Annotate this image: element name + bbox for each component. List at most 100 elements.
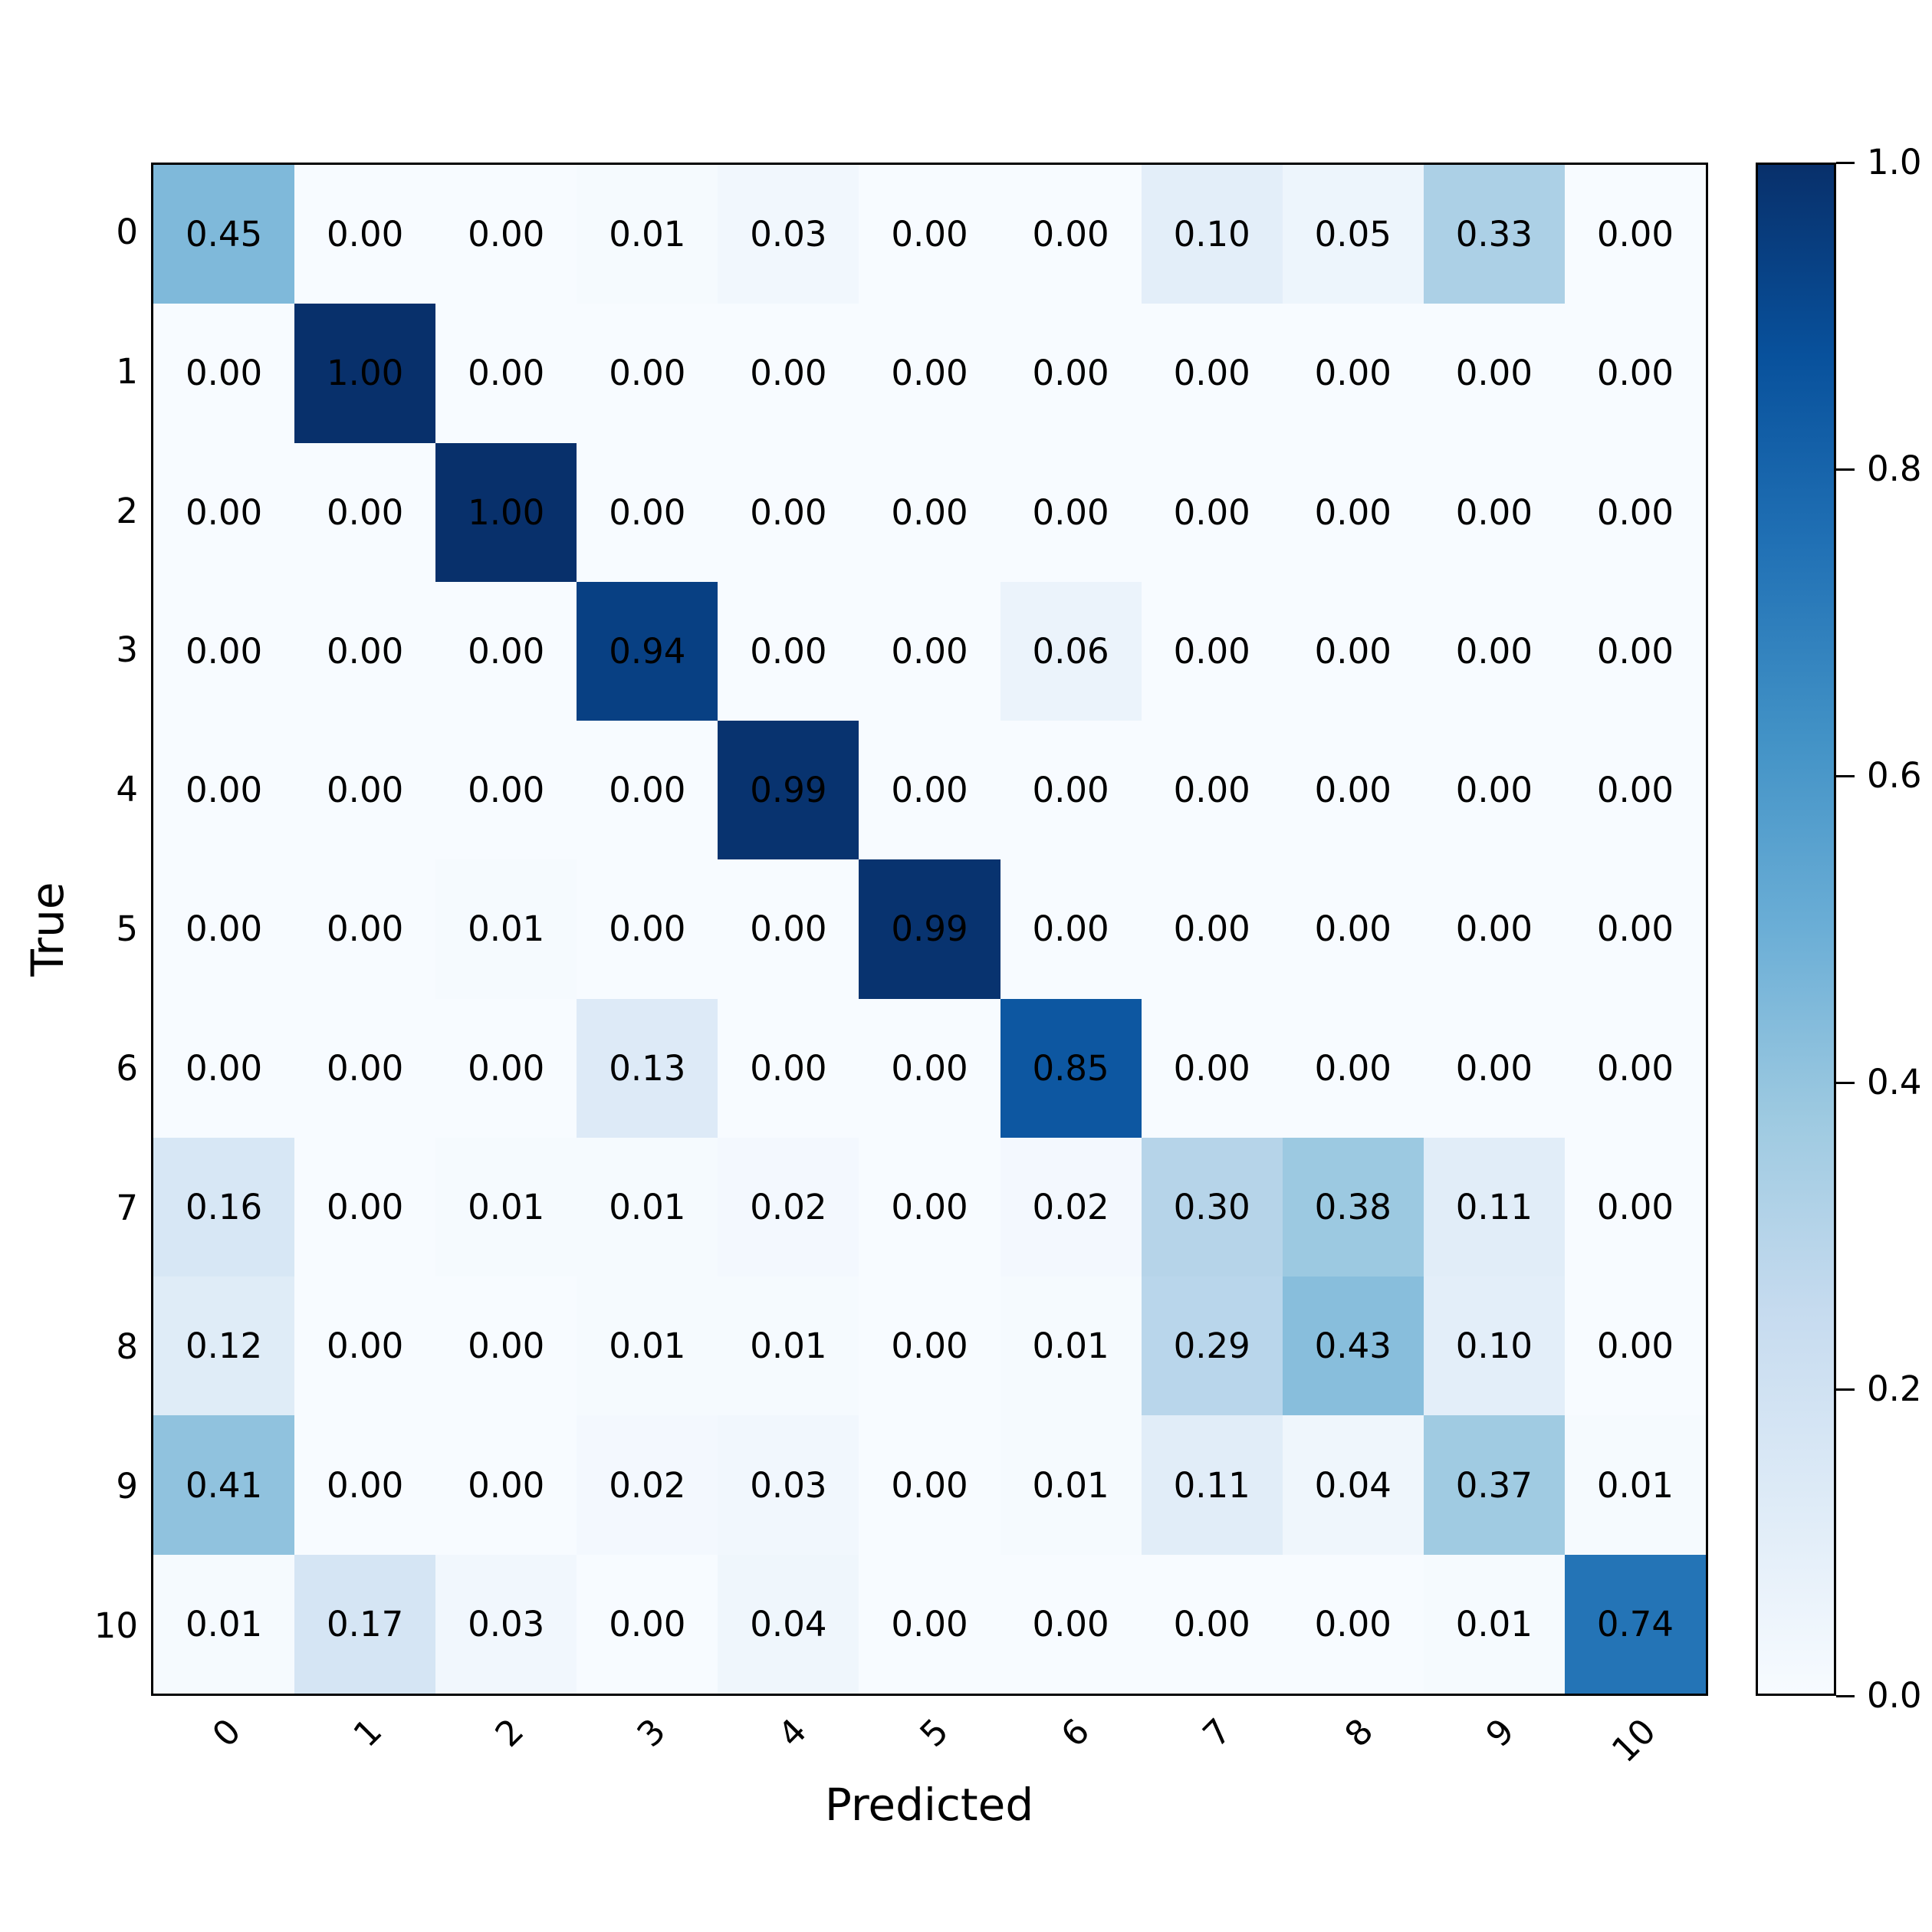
matrix-cell-r2-c2: 1.00 [435, 442, 577, 582]
matrix-cell-r6-c9: 0.00 [1423, 998, 1565, 1138]
matrix-cell-r6-c1: 0.00 [294, 998, 436, 1138]
matrix-cell-r8-c5: 0.00 [859, 1276, 1001, 1416]
matrix-cell-r7-c0: 0.16 [153, 1137, 295, 1277]
matrix-cell-r8-c4: 0.01 [718, 1276, 859, 1416]
matrix-cell-r10-c5: 0.00 [859, 1554, 1001, 1694]
x-axis-title: Predicted [824, 1779, 1034, 1831]
matrix-cell-r3-c0: 0.00 [153, 581, 295, 721]
matrix-cell-r9-c3: 0.02 [577, 1415, 718, 1555]
matrix-cell-r6-c10: 0.00 [1564, 998, 1706, 1138]
colorbar-tick-0.0 [1836, 1694, 1855, 1697]
matrix-cell-r5-c5: 0.99 [859, 859, 1001, 999]
matrix-cell-r2-c5: 0.00 [859, 442, 1001, 582]
matrix-cell-r7-c7: 0.30 [1141, 1137, 1283, 1277]
matrix-cell-r0-c3: 0.01 [577, 165, 718, 304]
matrix-cell-r8-c9: 0.10 [1423, 1276, 1565, 1416]
matrix-cell-r9-c4: 0.03 [718, 1415, 859, 1555]
matrix-cell-r0-c6: 0.00 [1000, 165, 1142, 304]
matrix-cell-r5-c7: 0.00 [1141, 859, 1283, 999]
matrix-cell-r1-c7: 0.00 [1141, 304, 1283, 443]
matrix-cell-r9-c0: 0.41 [153, 1415, 295, 1555]
matrix-cell-r5-c8: 0.00 [1282, 859, 1424, 999]
matrix-cell-r1-c4: 0.00 [718, 304, 859, 443]
matrix-cell-r8-c0: 0.12 [153, 1276, 295, 1416]
matrix-cell-r8-c6: 0.01 [1000, 1276, 1142, 1416]
matrix-cell-r8-c2: 0.00 [435, 1276, 577, 1416]
matrix-cell-r2-c8: 0.00 [1282, 442, 1424, 582]
y-tick-label-6: 6 [116, 1047, 138, 1089]
matrix-cell-r2-c6: 0.00 [1000, 442, 1142, 582]
matrix-cell-r0-c9: 0.33 [1423, 165, 1565, 304]
matrix-cell-r4-c5: 0.00 [859, 721, 1001, 860]
matrix-cell-r7-c10: 0.00 [1564, 1137, 1706, 1277]
y-tick-label-4: 4 [116, 769, 138, 810]
matrix-cell-r5-c6: 0.00 [1000, 859, 1142, 999]
y-tick-label-1: 1 [116, 350, 138, 392]
matrix-cell-r4-c9: 0.00 [1423, 721, 1565, 860]
matrix-cell-r0-c8: 0.05 [1282, 165, 1424, 304]
matrix-cell-r1-c6: 0.00 [1000, 304, 1142, 443]
matrix-cell-r3-c8: 0.00 [1282, 581, 1424, 721]
matrix-cell-r0-c4: 0.03 [718, 165, 859, 304]
matrix-cell-r5-c2: 0.01 [435, 859, 577, 999]
matrix-cell-r0-c2: 0.00 [435, 165, 577, 304]
matrix-cell-r2-c0: 0.00 [153, 442, 295, 582]
matrix-cell-r1-c2: 0.00 [435, 304, 577, 443]
y-tick-label-10: 10 [94, 1605, 138, 1647]
matrix-cell-r7-c8: 0.38 [1282, 1137, 1424, 1277]
matrix-cell-r2-c1: 0.00 [294, 442, 436, 582]
colorbar-tick-label-0.6: 0.6 [1867, 755, 1922, 796]
matrix-cell-r10-c2: 0.03 [435, 1554, 577, 1694]
matrix-cell-r1-c9: 0.00 [1423, 304, 1565, 443]
matrix-cell-r2-c9: 0.00 [1423, 442, 1565, 582]
matrix-cell-r6-c5: 0.00 [859, 998, 1001, 1138]
matrix-cell-r1-c1: 1.00 [294, 304, 436, 443]
matrix-cell-r8-c8: 0.43 [1282, 1276, 1424, 1416]
matrix-cell-r0-c1: 0.00 [294, 165, 436, 304]
colorbar-tick-label-0.4: 0.4 [1867, 1062, 1922, 1102]
matrix-cell-r3-c6: 0.06 [1000, 581, 1142, 721]
matrix-cell-r10-c1: 0.17 [294, 1554, 436, 1694]
matrix-cell-r4-c0: 0.00 [153, 721, 295, 860]
matrix-cell-r7-c6: 0.02 [1000, 1137, 1142, 1277]
matrix-cell-r10-c4: 0.04 [718, 1554, 859, 1694]
matrix-cell-r10-c3: 0.00 [577, 1554, 718, 1694]
matrix-cell-r4-c2: 0.00 [435, 721, 577, 860]
matrix-cell-r1-c5: 0.00 [859, 304, 1001, 443]
colorbar-tick-1.0 [1836, 161, 1855, 164]
matrix-cell-r5-c4: 0.00 [718, 859, 859, 999]
matrix-cell-r5-c1: 0.00 [294, 859, 436, 999]
matrix-cell-r9-c5: 0.00 [859, 1415, 1001, 1555]
matrix-cell-r8-c3: 0.01 [577, 1276, 718, 1416]
matrix-cell-r2-c7: 0.00 [1141, 442, 1283, 582]
matrix-cell-r10-c9: 0.01 [1423, 1554, 1565, 1694]
colorbar-tick-label-1.0: 1.0 [1867, 142, 1922, 182]
matrix-cell-r4-c10: 0.00 [1564, 721, 1706, 860]
matrix-cell-r5-c3: 0.00 [577, 859, 718, 999]
matrix-cell-r1-c3: 0.00 [577, 304, 718, 443]
matrix-cell-r2-c10: 0.00 [1564, 442, 1706, 582]
matrix-cell-r10-c8: 0.00 [1282, 1554, 1424, 1694]
colorbar [1756, 163, 1836, 1696]
matrix-cell-r9-c7: 0.11 [1141, 1415, 1283, 1555]
matrix-cell-r7-c5: 0.00 [859, 1137, 1001, 1277]
y-tick-label-0: 0 [116, 211, 138, 252]
matrix-cell-r5-c9: 0.00 [1423, 859, 1565, 999]
y-tick-label-2: 2 [116, 490, 138, 531]
matrix-cell-r8-c7: 0.29 [1141, 1276, 1283, 1416]
y-tick-label-9: 9 [116, 1466, 138, 1507]
matrix-cell-r1-c8: 0.00 [1282, 304, 1424, 443]
matrix-cell-r3-c1: 0.00 [294, 581, 436, 721]
matrix-cell-r0-c0: 0.45 [153, 165, 295, 304]
matrix-cell-r3-c7: 0.00 [1141, 581, 1283, 721]
matrix-cell-r6-c6: 0.85 [1000, 998, 1142, 1138]
colorbar-tick-label-0.2: 0.2 [1867, 1368, 1922, 1409]
matrix-cell-r7-c4: 0.02 [718, 1137, 859, 1277]
matrix-cell-r1-c0: 0.00 [153, 304, 295, 443]
matrix-cell-r0-c10: 0.00 [1564, 165, 1706, 304]
matrix-cell-r4-c3: 0.00 [577, 721, 718, 860]
y-tick-label-3: 3 [116, 629, 138, 671]
matrix-cell-r8-c1: 0.00 [294, 1276, 436, 1416]
